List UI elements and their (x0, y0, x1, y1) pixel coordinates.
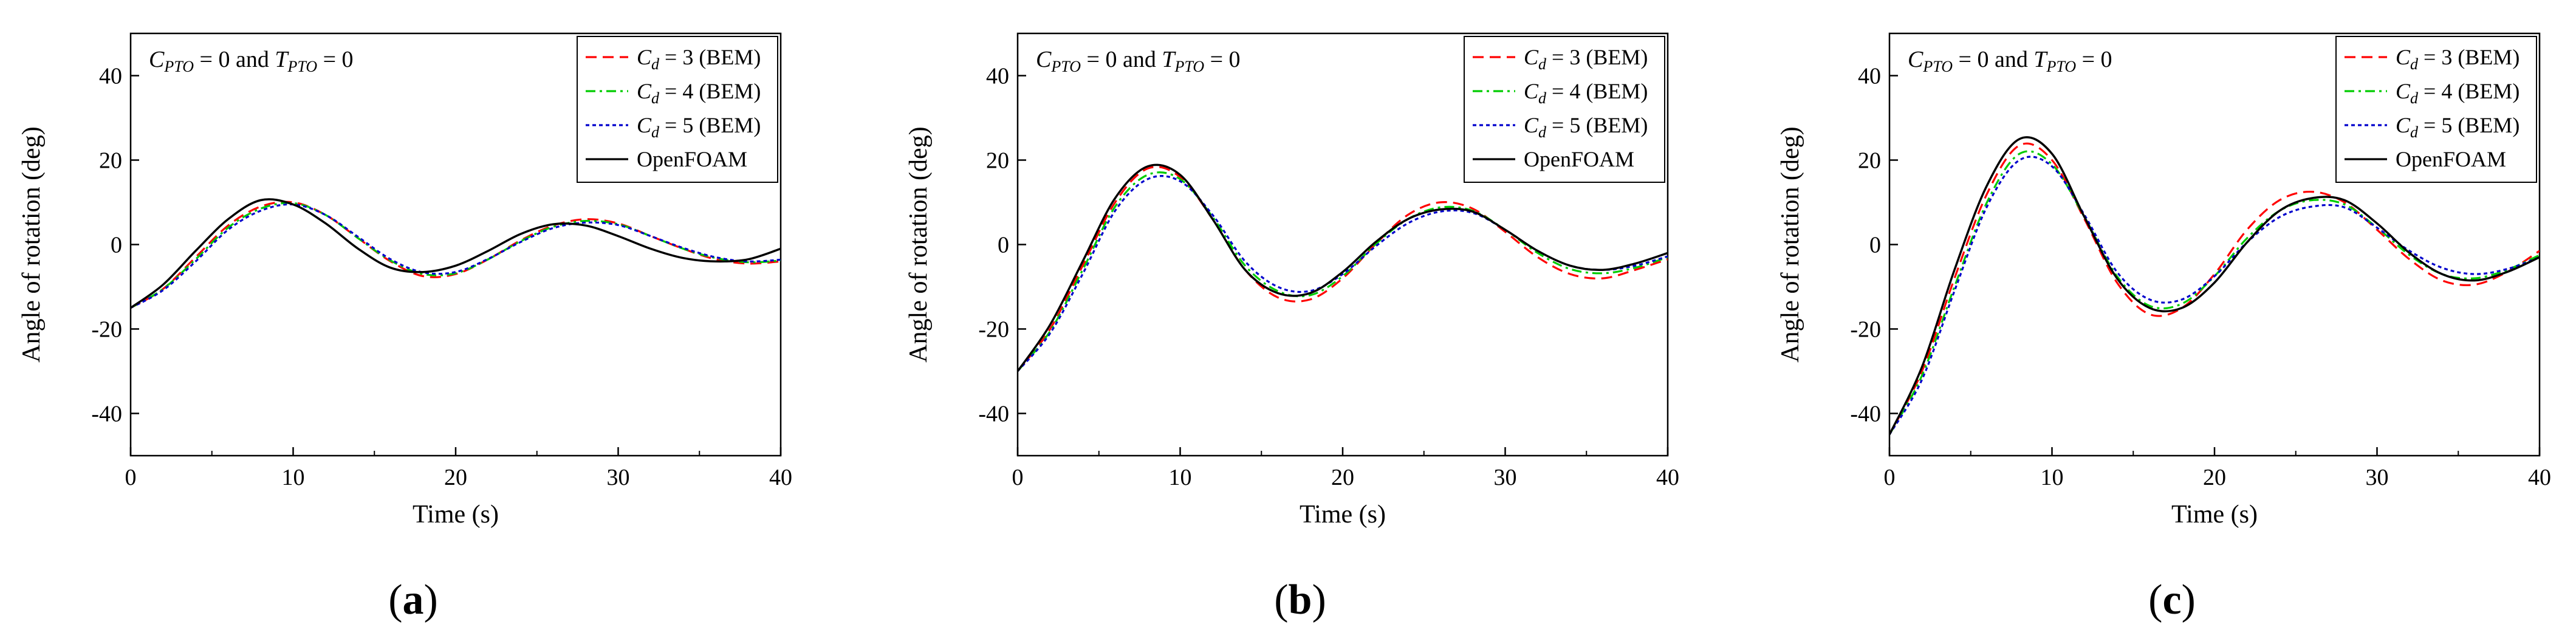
x-tick-label: 40 (2528, 465, 2551, 490)
y-tick-label: -20 (1850, 317, 1881, 343)
chart-annotation: CPTO = 0 and TPTO = 0 (1036, 47, 1241, 75)
y-tick-label: 20 (99, 148, 122, 174)
panel-letter-a: (a) (388, 577, 438, 623)
x-axis-label: Time (s) (413, 501, 499, 529)
legend-label-1: Cd = 3 (BEM) (1524, 45, 1648, 73)
legend-label-3: Cd = 5 (BEM) (1524, 113, 1648, 141)
x-tick-label: 40 (1656, 465, 1679, 490)
y-tick-label: 0 (1869, 233, 1881, 258)
x-tick-label: 0 (1012, 465, 1024, 490)
series-line-4 (1018, 163, 1668, 372)
chart-panel-a: 0 10 20 30 40 -40 -20 0 20 40 Time (s) Angle of rot… (18, 32, 792, 623)
x-tick-label: 10 (282, 465, 305, 490)
y-tick-label: -20 (978, 317, 1009, 343)
y-tick-label: -20 (91, 317, 122, 343)
y-tick-label: 40 (986, 64, 1009, 89)
y-tick-label: -40 (978, 402, 1009, 427)
legend-box (1464, 36, 1665, 183)
legend-label-3: Cd = 5 (BEM) (2396, 113, 2519, 141)
legend: Cd = 3 (BEM) Cd = 4 (BEM) Cd = 5 (BEM) Open… (1464, 36, 1665, 183)
legend-label-4: OpenFOAM (637, 147, 747, 171)
legend-label-2: Cd = 4 (BEM) (1524, 79, 1648, 107)
x-tick-label: 0 (1884, 465, 1896, 490)
x-axis-label: Time (s) (2171, 501, 2258, 529)
x-axis-label: Time (s) (1300, 501, 1386, 529)
x-tick-label: 20 (2203, 465, 2226, 490)
x-tick-label: 10 (2041, 465, 2064, 490)
legend-label-4: OpenFOAM (2396, 147, 2506, 171)
legend-label-2: Cd = 4 (BEM) (2396, 79, 2519, 107)
legend-label-3: Cd = 5 (BEM) (637, 113, 761, 141)
series-line-2 (1018, 171, 1668, 372)
series-line-2 (1889, 150, 2540, 436)
x-tick-label: 40 (769, 465, 792, 490)
chart-panel-b: 0 10 20 30 40 -40 -20 0 20 40 Time (s) Angle of rot… (905, 32, 1679, 623)
series-line-4 (131, 198, 781, 309)
x-tick-label: 30 (607, 465, 630, 490)
y-tick-label: 20 (1858, 148, 1881, 174)
legend: Cd = 3 (BEM) Cd = 4 (BEM) Cd = 5 (BEM) Open… (577, 36, 778, 183)
legend-label-1: Cd = 3 (BEM) (637, 45, 761, 73)
y-tick-label: -40 (91, 402, 122, 427)
legend-label-1: Cd = 3 (BEM) (2396, 45, 2519, 73)
series-line-1 (131, 200, 781, 309)
y-axis-label: Angle of rotation (deg) (1776, 126, 1804, 362)
y-axis-label: Angle of rotation (deg) (905, 126, 933, 362)
series-line-2 (131, 202, 781, 309)
y-tick-label: 20 (986, 148, 1009, 174)
legend-label-2: Cd = 4 (BEM) (637, 79, 761, 107)
y-tick-label: 0 (998, 233, 1009, 258)
x-tick-label: 10 (1169, 465, 1192, 490)
x-tick-label: 20 (444, 465, 467, 490)
legend-box (2335, 36, 2537, 183)
legend: Cd = 3 (BEM) Cd = 4 (BEM) Cd = 5 (BEM) Open… (2335, 36, 2537, 183)
y-axis-label: Angle of rotation (deg) (18, 126, 46, 362)
legend-box (577, 36, 778, 183)
chart-panel-c: 0 10 20 30 40 -40 -20 0 20 40 Time (s) Angle of rot… (1776, 32, 2551, 623)
y-tick-label: 40 (1858, 64, 1881, 89)
x-tick-label: 0 (125, 465, 137, 490)
series-line-4 (1889, 136, 2540, 436)
x-tick-label: 30 (2366, 465, 2389, 490)
x-tick-label: 20 (1331, 465, 1354, 490)
x-tick-label: 30 (1494, 465, 1517, 490)
y-tick-label: 40 (99, 64, 122, 89)
y-tick-label: -40 (1850, 402, 1881, 427)
chart-annotation: CPTO = 0 and TPTO = 0 (149, 47, 354, 75)
series-line-1 (1018, 166, 1668, 372)
y-tick-label: 0 (111, 233, 122, 258)
legend-label-4: OpenFOAM (1524, 147, 1634, 171)
panel-letter-c: (c) (2148, 577, 2196, 623)
series-line-3 (1889, 156, 2540, 436)
panel-letter-b: (b) (1274, 577, 1326, 623)
chart-annotation: CPTO = 0 and TPTO = 0 (1908, 47, 2112, 75)
